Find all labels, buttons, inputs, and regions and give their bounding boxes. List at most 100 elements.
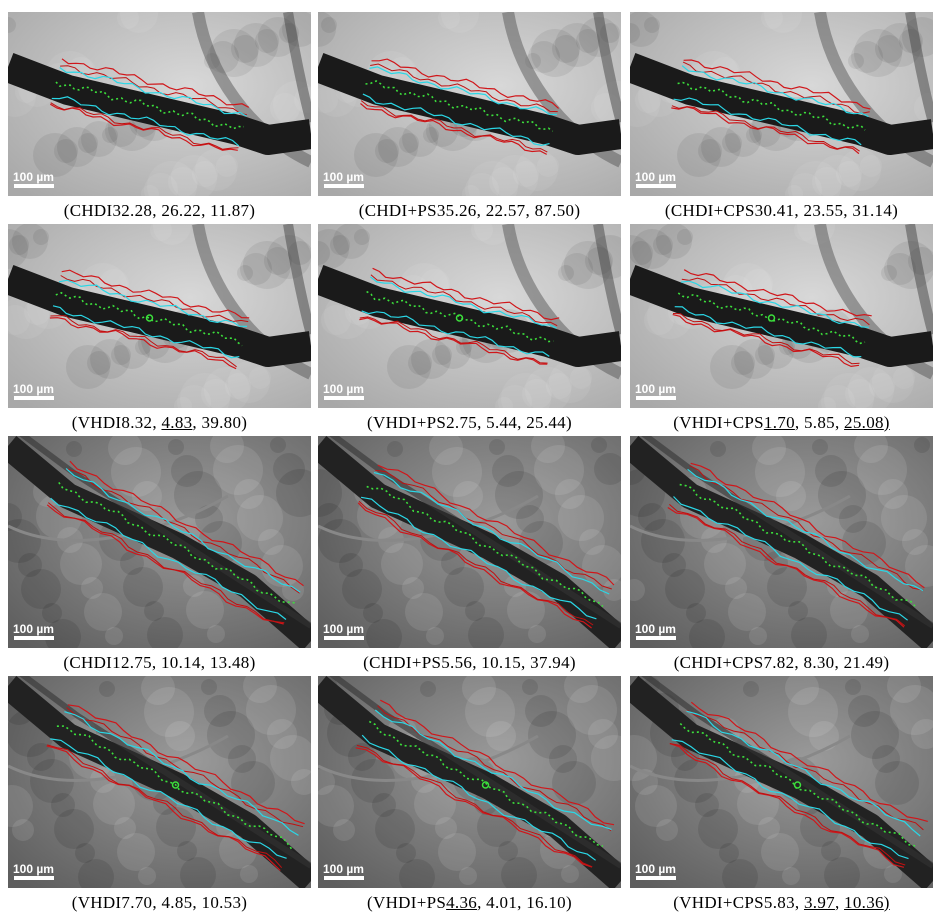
caption: CHDI+CPS7.82 8.30 21.49 xyxy=(630,653,933,673)
centerline xyxy=(55,291,243,347)
texture xyxy=(782,867,800,885)
texture xyxy=(632,229,672,269)
texture xyxy=(240,253,272,285)
texture xyxy=(872,745,900,773)
texture xyxy=(171,155,217,196)
texture xyxy=(87,351,111,375)
texture xyxy=(767,567,807,607)
micrograph: 100 µm xyxy=(318,676,621,888)
texture xyxy=(387,441,403,457)
seed-point xyxy=(171,781,180,789)
separator xyxy=(795,413,804,432)
metric: 22.57 xyxy=(485,201,526,220)
seed-point xyxy=(793,781,802,789)
separator xyxy=(843,201,852,220)
metric: 8.30 xyxy=(803,653,835,672)
seed-point xyxy=(767,314,776,322)
texture xyxy=(752,436,786,465)
seed-point xyxy=(145,314,154,322)
metric: 10.36 xyxy=(844,893,890,912)
method-name: VHDI xyxy=(72,413,122,432)
micrograph: 100 µm xyxy=(318,436,621,648)
outer-contour xyxy=(49,317,237,370)
vessel-branch xyxy=(630,494,851,542)
texture xyxy=(528,41,560,73)
texture xyxy=(821,841,841,861)
texture xyxy=(812,167,842,196)
texture xyxy=(851,711,899,759)
texture xyxy=(758,333,794,369)
texture xyxy=(438,833,476,871)
texture xyxy=(764,12,802,33)
outer-contour xyxy=(50,102,239,150)
caption: VHDI7.70 4.85 10.53 xyxy=(8,893,311,913)
texture xyxy=(408,351,432,375)
scale-bar-label: 100 µm xyxy=(323,382,364,396)
texture xyxy=(761,833,799,871)
inner-contour xyxy=(361,310,550,357)
method-name: CHDI xyxy=(63,653,112,672)
texture xyxy=(270,437,286,453)
texture xyxy=(630,579,645,601)
outer-contour xyxy=(690,462,925,589)
texture xyxy=(114,817,136,839)
vessel xyxy=(630,264,933,367)
metric: 7.70 xyxy=(121,893,153,912)
outer-contour xyxy=(669,743,905,868)
separator xyxy=(834,653,843,672)
outer-contour xyxy=(671,105,860,152)
texture xyxy=(662,553,686,577)
texture xyxy=(291,769,311,795)
texture xyxy=(851,625,869,643)
inner-contour xyxy=(687,468,924,592)
texture xyxy=(911,719,933,749)
method-name: VHDI xyxy=(72,893,122,912)
texture xyxy=(207,711,255,759)
texture xyxy=(123,567,163,607)
texture xyxy=(534,445,584,495)
texture xyxy=(531,436,565,463)
texture xyxy=(630,23,640,43)
micrograph: 100 µm xyxy=(630,224,933,408)
outer-contour xyxy=(67,704,305,825)
metric: 4.01 xyxy=(486,893,518,912)
metric: 11.87 xyxy=(210,201,255,220)
texture xyxy=(525,367,571,408)
texture xyxy=(656,819,678,841)
vessel-branch xyxy=(318,734,539,782)
texture xyxy=(375,139,399,163)
metric: 4.36 xyxy=(446,893,478,912)
outer-contour xyxy=(371,58,559,109)
texture xyxy=(441,551,465,575)
metric: 30.41 xyxy=(754,201,795,220)
texture xyxy=(558,265,574,281)
texture xyxy=(776,481,806,511)
metric: 25.08 xyxy=(844,413,890,432)
texture xyxy=(878,479,908,509)
texture xyxy=(848,367,894,408)
texture xyxy=(701,127,741,167)
texture xyxy=(117,833,155,871)
texture xyxy=(522,679,538,695)
inner-contour xyxy=(360,496,597,620)
inner-contour xyxy=(370,276,557,329)
inner-contour xyxy=(50,738,287,859)
texture xyxy=(818,397,836,408)
scale-bar xyxy=(636,184,676,188)
texture xyxy=(465,601,485,621)
panel: 100 µm VHDI+PS4.36 4.01 16.10 xyxy=(318,676,621,913)
texture xyxy=(8,229,28,269)
texture xyxy=(18,553,42,577)
texture xyxy=(686,603,706,623)
texture xyxy=(719,843,739,863)
separator xyxy=(201,653,210,672)
inner-contour xyxy=(52,305,240,359)
texture xyxy=(722,859,758,888)
texture xyxy=(195,149,237,191)
inner-contour xyxy=(51,96,240,147)
texture xyxy=(240,865,258,883)
texture xyxy=(42,603,62,623)
texture xyxy=(318,503,343,531)
texture xyxy=(54,139,78,163)
texture xyxy=(794,224,816,241)
